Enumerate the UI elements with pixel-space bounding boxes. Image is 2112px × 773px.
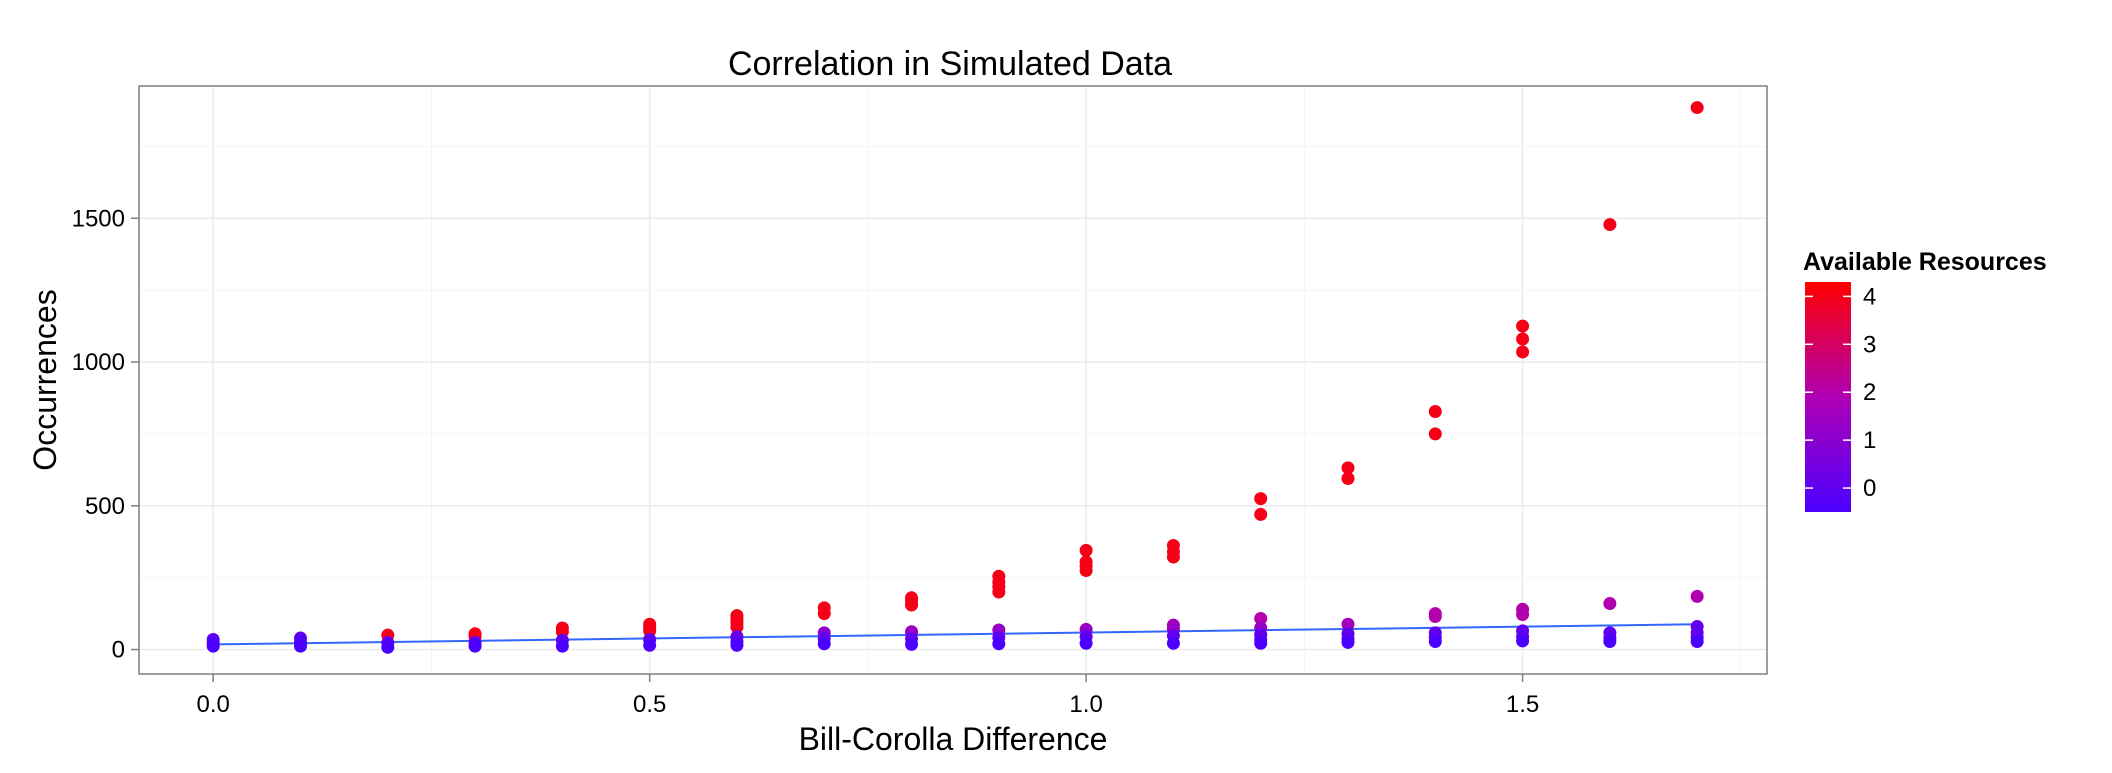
x-tick-label: 0.5 [633,691,666,718]
y-tick-label: 0 [112,637,125,664]
data-point [905,598,919,612]
data-point [555,639,569,653]
y-axis-ticks: 0 500 1000 1500 [72,205,139,664]
x-axis-label: Bill-Corolla Difference [799,721,1108,757]
x-tick-label: 1.0 [1069,691,1102,718]
data-point [1254,636,1268,650]
x-axis-ticks: 0.0 0.5 1.0 1.5 [197,674,1539,718]
legend-tick-label: 0 [1863,475,1876,502]
data-point [1166,550,1180,564]
data-point [992,585,1006,599]
data-point [1254,612,1268,626]
data-point [1603,635,1617,649]
y-tick-label: 1000 [72,349,125,376]
data-point [817,607,831,621]
data-point [1516,345,1530,359]
data-point [1254,492,1268,506]
data-point [1516,319,1530,333]
data-point [1254,507,1268,521]
data-point [468,639,482,653]
x-tick-label: 1.5 [1506,691,1539,718]
legend-tick-label: 2 [1863,379,1876,406]
data-point [1428,427,1442,441]
data-point [643,638,657,652]
data-point [1341,461,1355,475]
y-axis-label: Occurrences [27,289,63,470]
legend-tick-label: 4 [1863,283,1876,310]
data-point [206,639,220,653]
data-point [381,640,395,654]
plot-panel-border [138,85,1768,675]
legend-color-bar [1805,282,1851,512]
data-point [1690,635,1704,649]
legend-ticks: 4 3 2 1 0 [1805,283,1876,502]
data-point [1690,589,1704,603]
data-point [730,620,744,634]
data-point [1341,617,1355,631]
data-points [206,101,1704,654]
data-point [1166,636,1180,650]
color-legend: Available Resources 4 3 2 1 0 [1803,248,2047,512]
data-point [730,638,744,652]
data-point [1516,634,1530,648]
data-point [1603,597,1617,611]
y-tick-label: 1500 [72,205,125,232]
trend-line [213,623,1698,646]
grid-lines [139,86,1767,674]
data-point [1428,635,1442,649]
data-point [1516,332,1530,346]
data-point [1341,635,1355,649]
y-tick-label: 500 [85,493,125,520]
data-point [293,639,307,653]
data-point [1428,609,1442,623]
data-point [992,637,1006,651]
legend-title: Available Resources [1803,248,2047,276]
data-point [1690,101,1704,115]
data-point [905,637,919,651]
data-point [1079,636,1093,650]
legend-tick-label: 3 [1863,331,1876,358]
data-point [1516,607,1530,621]
data-point [817,637,831,651]
data-point [1428,404,1442,418]
data-point [1079,543,1093,557]
x-tick-label: 0.0 [197,691,230,718]
data-point [1341,471,1355,485]
data-point [1079,563,1093,577]
data-point [1603,218,1617,232]
chart-title: Correlation in Simulated Data [728,45,1172,83]
trend-line-layer [213,623,1698,646]
legend-tick-label: 1 [1863,427,1876,454]
